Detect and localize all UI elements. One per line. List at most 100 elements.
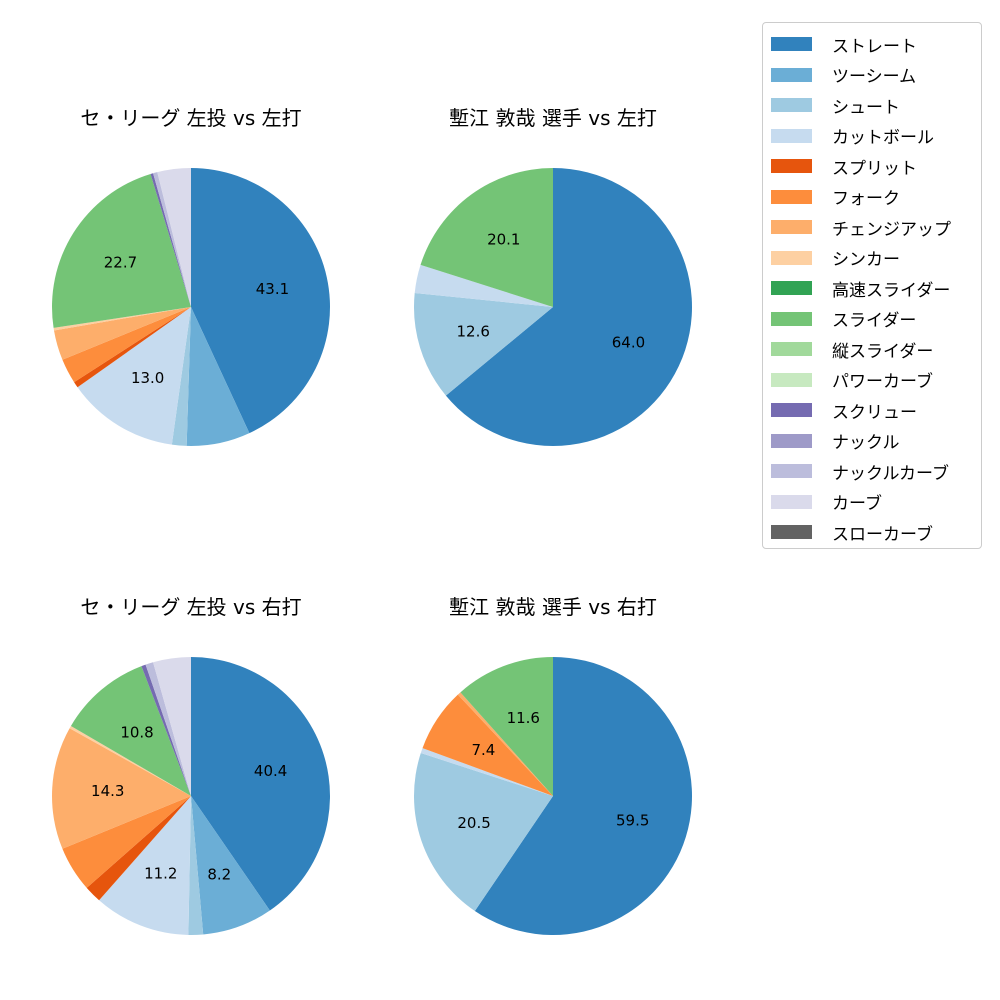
chart-legend: ストレートツーシームシュートカットボールスプリットフォークチェンジアップシンカー… — [762, 22, 982, 549]
legend-item: ナックルカーブ — [771, 460, 949, 484]
slice-value-label: 59.5 — [616, 812, 649, 830]
pie-slice — [70, 666, 191, 796]
legend-label: ストレート — [832, 36, 917, 57]
legend-label: ナックルカーブ — [832, 463, 949, 484]
legend-item: フォーク — [771, 186, 900, 209]
legend-item: チェンジアップ — [771, 216, 951, 240]
legend-swatch — [771, 220, 812, 234]
legend-swatch — [771, 342, 812, 356]
pie-slice — [445, 168, 692, 447]
legend-label: パワーカーブ — [832, 372, 933, 392]
legend-item: 高速スライダー — [771, 277, 951, 301]
pie-slice — [145, 662, 191, 796]
legend-swatch — [771, 128, 812, 143]
legend-item: ストレート — [771, 33, 917, 57]
pie-slice — [52, 174, 192, 328]
legend-item: カットボール — [771, 125, 934, 148]
pie-slice — [74, 307, 191, 388]
pie-slice — [420, 748, 553, 796]
pie-slice — [188, 796, 204, 935]
legend-item: 縦スライダー — [771, 338, 934, 362]
legend-item: シンカー — [771, 247, 900, 270]
slice-value-label: 11.6 — [507, 709, 540, 727]
pie-slice — [141, 664, 191, 796]
legend-swatch — [771, 67, 812, 82]
panel-title: 塹江 敦哉 選手 vs 右打 — [449, 595, 657, 619]
legend-label: 縦スライダー — [832, 341, 934, 362]
legend-item: カーブ — [771, 491, 882, 514]
slice-value-label: 8.2 — [207, 865, 231, 883]
legend-swatch — [771, 525, 812, 539]
legend-swatch — [771, 433, 812, 448]
legend-label: ナックル — [832, 433, 900, 453]
legend-swatch — [771, 159, 812, 173]
legend-item: シュート — [771, 94, 900, 118]
legend-label: スライダー — [832, 311, 917, 331]
pie-slice — [457, 692, 553, 796]
legend-label: フォーク — [832, 189, 900, 209]
pie-slice — [191, 168, 330, 434]
legend-swatch — [771, 189, 812, 204]
pie-slice — [414, 264, 553, 307]
pie-slice — [171, 307, 191, 446]
legend-item: ナックル — [771, 430, 900, 453]
pie-slice — [153, 172, 191, 307]
panel-title: セ・リーグ 左投 vs 右打 — [80, 595, 302, 619]
slice-value-label: 20.5 — [457, 814, 490, 832]
legend-item: スローカーブ — [771, 521, 933, 545]
legend-swatch — [771, 464, 812, 478]
pie-slice — [414, 293, 553, 396]
legend-label: スクリュー — [832, 402, 917, 423]
pie-slice — [153, 657, 191, 796]
pie-slice — [53, 307, 192, 360]
legend-swatch — [771, 311, 812, 326]
slice-value-label: 13.0 — [131, 369, 164, 387]
slice-value-label: 7.4 — [472, 741, 496, 759]
pie-slice — [191, 657, 330, 911]
legend-label: ツーシーム — [832, 67, 917, 87]
legend-swatch — [771, 250, 812, 265]
slice-value-label: 22.7 — [104, 254, 137, 272]
legend-item: スプリット — [771, 155, 917, 179]
pie-slice — [186, 307, 250, 446]
slice-value-label: 64.0 — [612, 334, 645, 352]
pie-slice — [62, 307, 191, 383]
pie-slice — [53, 307, 191, 331]
legend-label: カットボール — [832, 128, 934, 148]
slice-value-label: 12.6 — [457, 322, 490, 340]
legend-swatch — [771, 372, 812, 387]
legend-label: チェンジアップ — [832, 219, 951, 240]
legend-item: パワーカーブ — [771, 369, 933, 392]
legend-swatch — [771, 403, 812, 417]
legend-label: カーブ — [832, 494, 882, 514]
slice-value-label: 10.8 — [120, 723, 153, 741]
slice-value-label: 20.1 — [487, 231, 520, 249]
legend-item: スライダー — [771, 308, 917, 331]
legend-item: ツーシーム — [771, 64, 917, 87]
pie-slice — [86, 796, 191, 901]
legend-item: スクリュー — [771, 399, 917, 423]
slice-value-label: 11.2 — [144, 865, 177, 883]
pie-slice — [420, 168, 553, 307]
pie-slice — [460, 657, 553, 796]
legend-label: シュート — [832, 97, 900, 118]
pie-slice — [69, 725, 191, 796]
legend-label: 高速スライダー — [832, 280, 951, 301]
legend-swatch — [771, 37, 812, 51]
pie-slice — [62, 796, 191, 888]
slice-value-label: 43.1 — [256, 280, 289, 298]
panel-title: セ・リーグ 左投 vs 左打 — [80, 106, 302, 130]
legend-swatch — [771, 98, 812, 112]
pie-slice — [191, 796, 270, 935]
slice-value-label: 40.4 — [254, 762, 287, 780]
legend-swatch — [771, 281, 812, 295]
legend-swatch — [771, 494, 812, 509]
legend-label: スローカーブ — [832, 524, 933, 545]
pie-slice — [77, 307, 191, 445]
pie-slice — [99, 796, 191, 935]
slice-value-label: 14.3 — [91, 782, 124, 800]
